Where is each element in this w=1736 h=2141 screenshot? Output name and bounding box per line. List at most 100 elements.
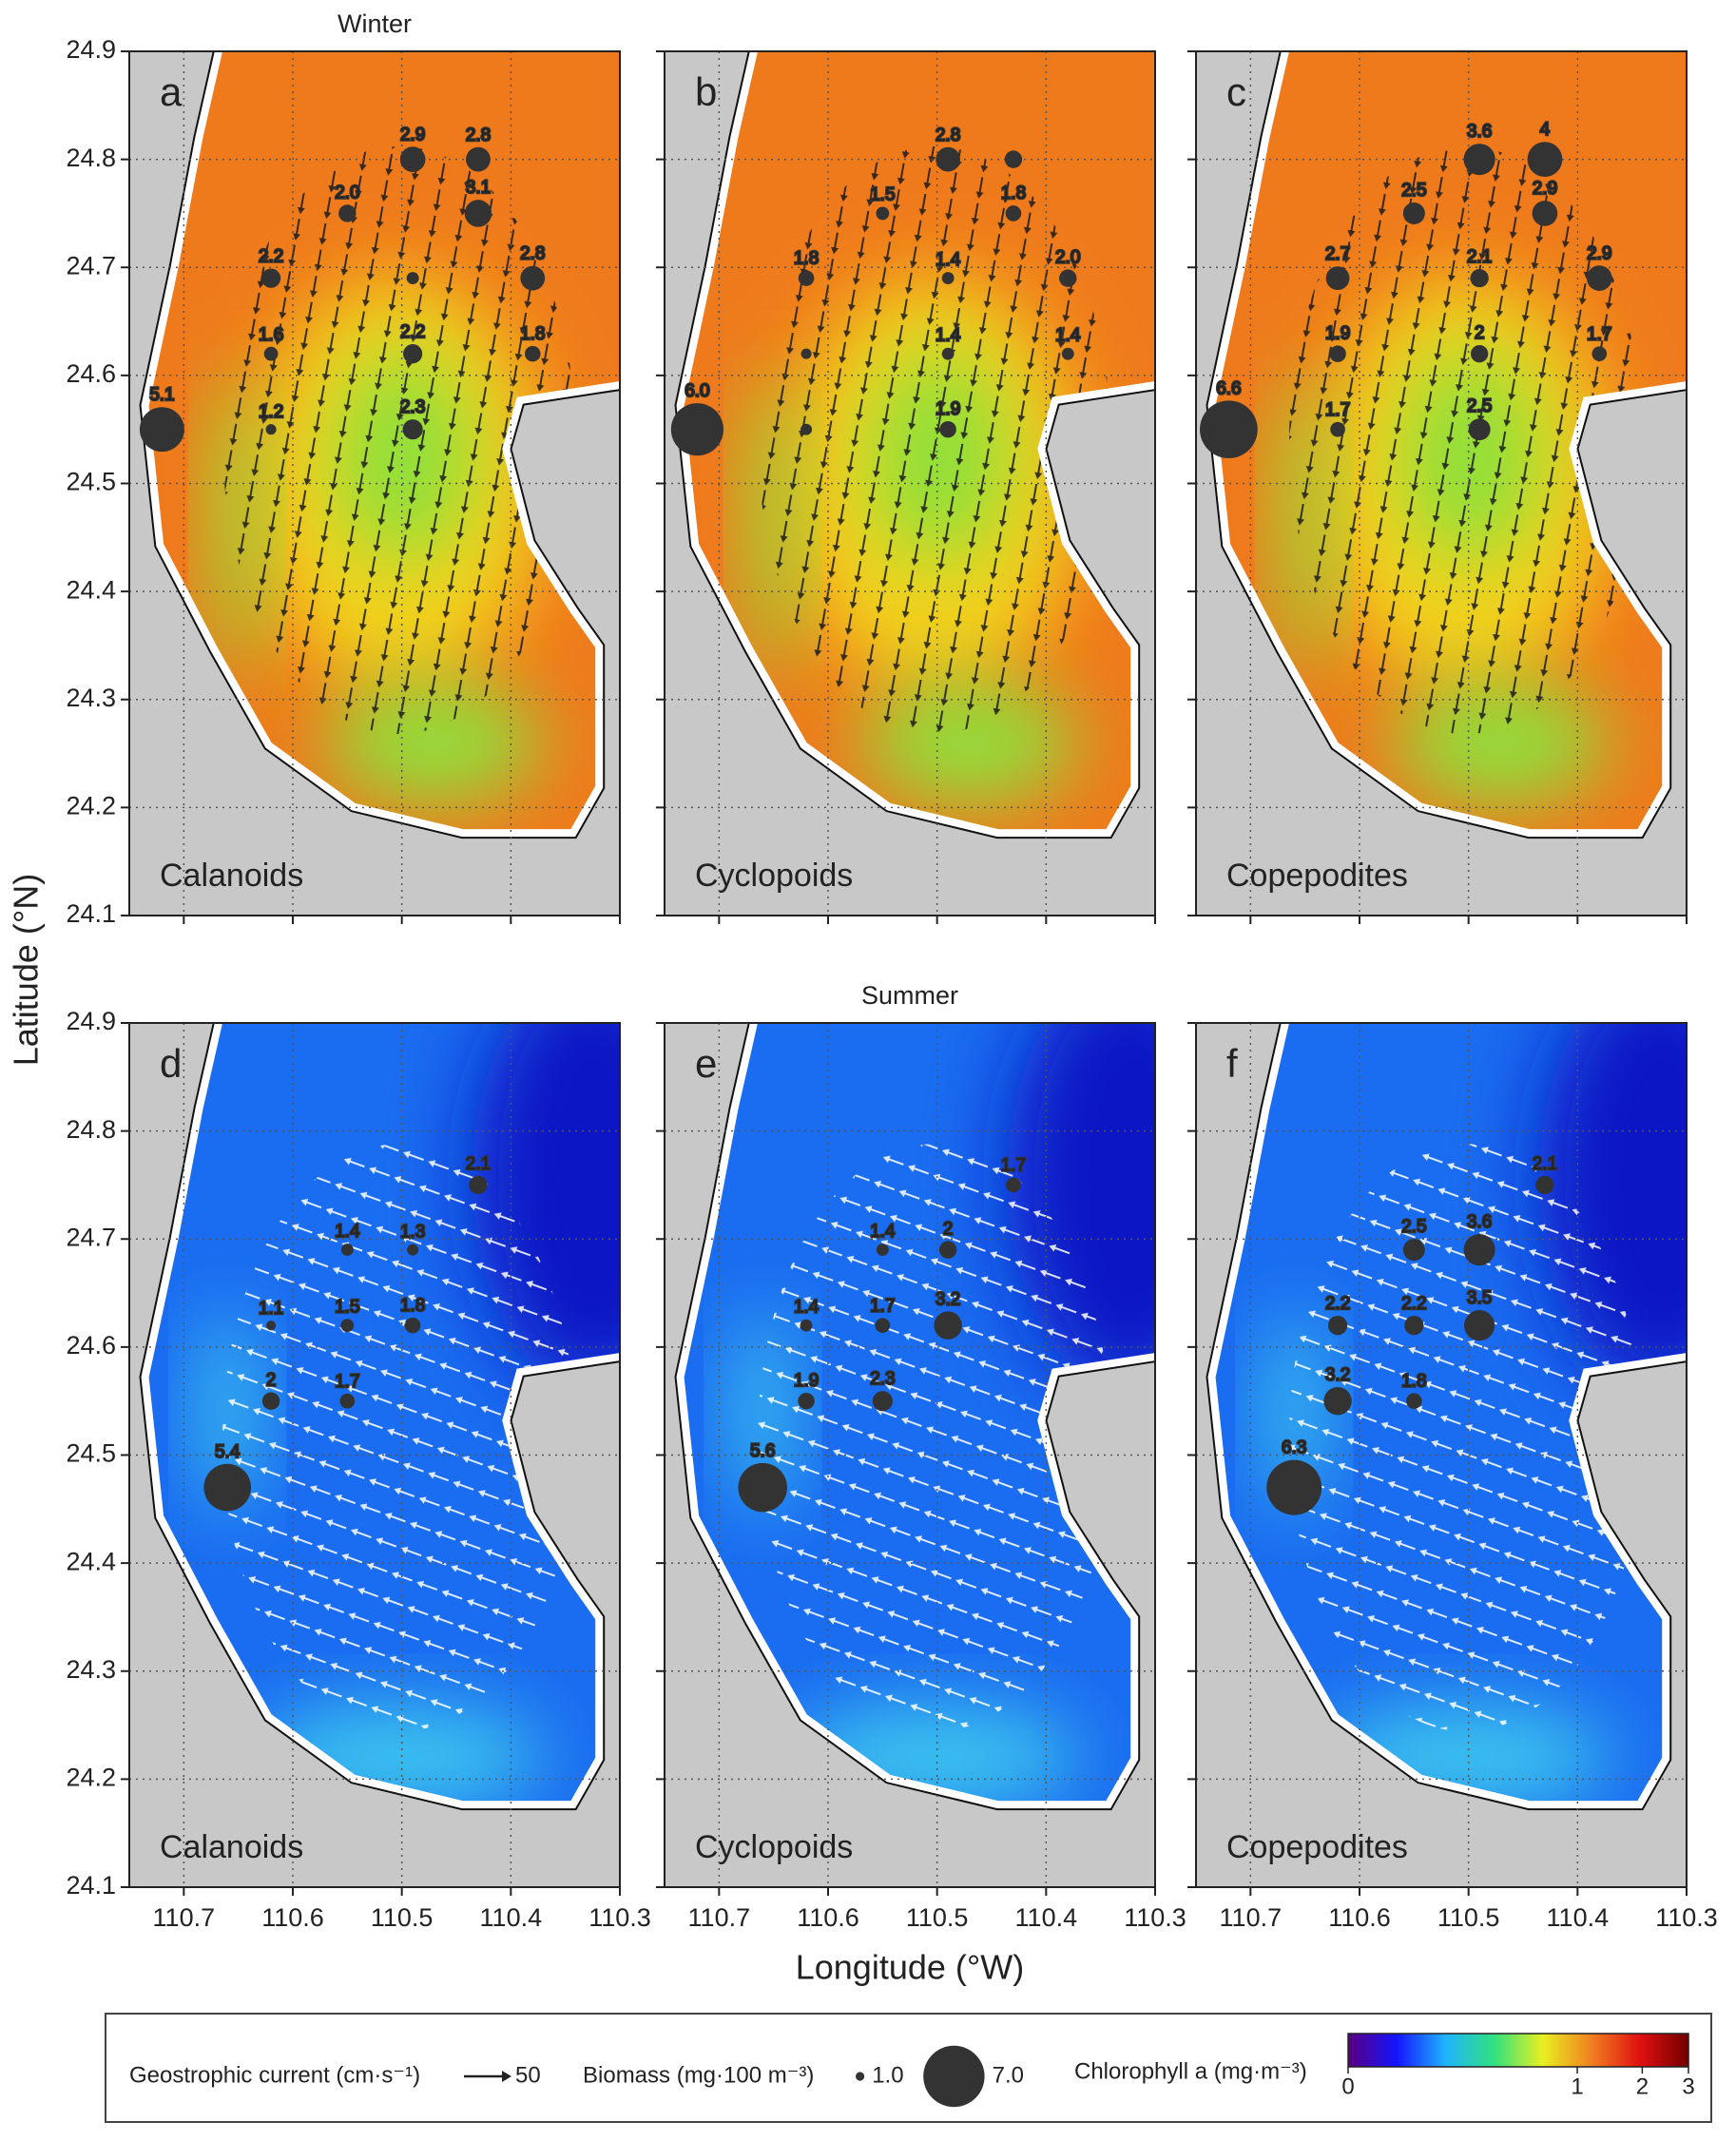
biomass-bubble: [1059, 269, 1077, 287]
biomass-bubble: [464, 200, 492, 227]
y-tick-label: 24.6: [66, 1331, 116, 1360]
bubble-label: 6.6: [1216, 378, 1241, 398]
biomass-bubble: [941, 272, 955, 285]
biomass-bubble: [1061, 347, 1074, 360]
bubble-label: 1.4: [936, 326, 961, 346]
bubble-label: 2.3: [400, 397, 425, 417]
biomass-bubble: [1463, 1234, 1495, 1266]
bubble-label: 1.8: [1001, 183, 1026, 203]
biomass-bubble: [265, 424, 277, 435]
biomass-bubble: [263, 346, 279, 361]
y-tick-label: 24.9: [66, 35, 116, 64]
group-name: Copepodites: [1226, 858, 1408, 894]
bubble-label: 1.6: [259, 325, 283, 345]
legend-arrow-head: [502, 2071, 511, 2082]
colorbar: [1347, 2033, 1689, 2068]
x-tick-label: 110.6: [261, 1903, 324, 1932]
biomass-bubble: [1402, 202, 1425, 224]
current-vectors: [222, 1144, 576, 1732]
colorbar-tick-label: 1: [1571, 2073, 1583, 2099]
bubble-label: 2.9: [400, 125, 425, 145]
legend-current-value: 50: [515, 2062, 541, 2088]
bubble-label: 4: [1540, 120, 1551, 140]
biomass-bubble: [340, 1244, 354, 1257]
current-vectors: [758, 1144, 1111, 1732]
biomass-bubble: [469, 1175, 488, 1195]
bubble-label: 2.5: [1467, 396, 1492, 416]
bubble-label: 1.4: [794, 1298, 820, 1318]
biomass-bubble: [936, 146, 961, 172]
bubble-label: 3.6: [1467, 122, 1492, 142]
biomass-bubble: [1406, 1393, 1422, 1409]
colorbar-tick-label: 0: [1341, 2073, 1354, 2099]
legend-box: [105, 2013, 1712, 2123]
biomass-bubble: [1006, 1177, 1021, 1193]
x-tick-label: 110.4: [480, 1903, 543, 1932]
bubble-label: 3.1: [466, 178, 491, 198]
biomass-bubble: [939, 420, 956, 438]
group-name: Cyclopoids: [695, 1829, 853, 1865]
y-tick-label: 24.9: [66, 1007, 116, 1035]
biomass-bubble: [1323, 1386, 1352, 1416]
current-vectors: [1289, 145, 1643, 735]
panel-letter: b: [695, 69, 717, 114]
bubble-label: 1.8: [400, 1296, 425, 1316]
biomass-bubble: [875, 1318, 891, 1333]
legend-current-label: Geostrophic current (cm·s⁻¹): [129, 2062, 420, 2088]
bubble-label: 1.7: [1001, 1156, 1026, 1176]
panel: 110.7 110.6 110.5 110.4 110.3 f Copepodites 2.1…: [1187, 1022, 1718, 1932]
bubble-label: 2: [943, 1219, 954, 1239]
bubble-label: 1.1: [259, 1299, 283, 1319]
biomass-bubble: [203, 1463, 252, 1512]
panel-letter: c: [1226, 69, 1246, 114]
bubble-label: 6.0: [685, 381, 709, 401]
x-tick-label: 110.3: [1124, 1903, 1186, 1932]
y-tick-label: 24.2: [66, 792, 116, 820]
bubble-label: 2: [266, 1371, 277, 1391]
bubble-label: 2.2: [1401, 1294, 1426, 1314]
bubble-label: 3.2: [1325, 1365, 1350, 1385]
biomass-bubble: [1330, 421, 1345, 437]
bubble-label: 6.3: [1282, 1438, 1306, 1458]
current-vectors: [1289, 1144, 1643, 1732]
panel-letter: a: [160, 69, 183, 114]
biomass-bubble: [670, 403, 724, 456]
bubble-label: 2.8: [936, 125, 960, 145]
biomass-bubble: [800, 423, 813, 435]
bubble-label: 1.7: [335, 1372, 359, 1392]
x-tick-label: 110.5: [371, 1903, 434, 1932]
panel: 24.1 24.2 24.3 24.4 24.5 24.6 24.7 24.8 24.9 a Cal…: [66, 35, 621, 928]
x-tick-label: 110.7: [688, 1903, 751, 1932]
bubble-label: 2.2: [400, 322, 425, 342]
biomass-bubble: [407, 1244, 419, 1256]
biomass-bubble: [798, 1392, 815, 1410]
biomass-bubble: [338, 204, 357, 222]
biomass-bubble: [403, 344, 423, 364]
group-name: Calanoids: [160, 1829, 303, 1865]
bubble-label: 1.7: [1587, 324, 1611, 344]
x-tick-label: 110.7: [153, 1903, 216, 1932]
group-name: Calanoids: [160, 858, 303, 894]
group-name: Cyclopoids: [695, 858, 853, 894]
bubble-label: 2.5: [1401, 1217, 1426, 1237]
legend-bubble: [923, 2045, 985, 2108]
biomass-bubble: [524, 345, 541, 362]
biomass-bubble: [1200, 400, 1258, 459]
bubble-label: 1.9: [1325, 323, 1350, 343]
biomass-bubble: [1404, 1316, 1424, 1336]
season-title: Summer: [861, 981, 958, 1010]
y-tick-label: 24.1: [66, 899, 116, 928]
y-tick-label: 24.5: [66, 468, 116, 496]
biomass-bubble: [800, 1319, 813, 1332]
biomass-bubble: [941, 347, 955, 360]
bubble-label: 2.7: [1325, 244, 1350, 264]
panel: b Cyclopoids 2.8 1.5 1.8 1.8 1.4 2.0 1.4 1.4 6.0 1.…: [656, 50, 1156, 924]
biomass-bubble: [876, 206, 890, 221]
biomass-bubble: [520, 265, 546, 291]
bubble-label: 1.8: [520, 324, 545, 344]
biomass-bubble: [1468, 418, 1491, 441]
bubble-label: 1.3: [400, 1223, 425, 1243]
biomass-bubble: [1527, 142, 1563, 178]
biomass-bubble: [399, 146, 426, 172]
